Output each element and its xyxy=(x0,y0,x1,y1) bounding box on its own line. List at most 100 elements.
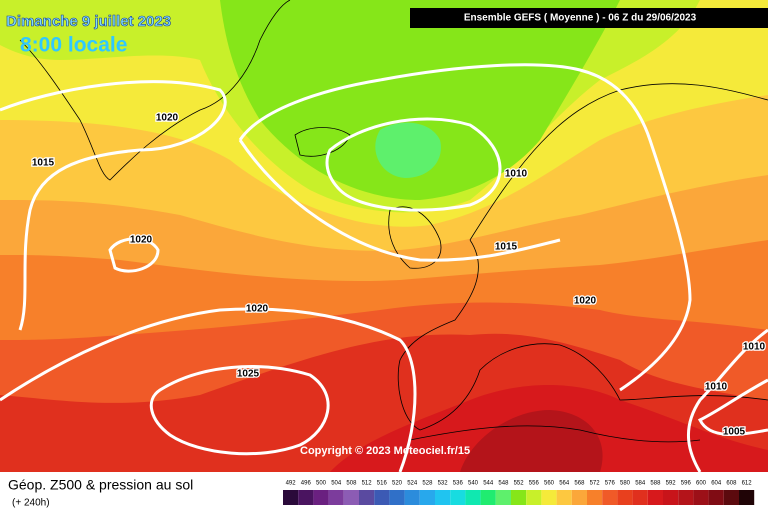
scale-swatch xyxy=(602,490,618,505)
scale-label: 520 xyxy=(392,481,403,487)
model-box xyxy=(410,8,768,28)
scale-swatch xyxy=(663,490,679,505)
scale-swatch xyxy=(465,490,481,505)
isobar-labels: 1020 1015 1020 1020 1025 1010 1015 1020 1010 1010… xyxy=(31,111,767,439)
color-scale: 492 496 500 504 508 512 516 520 524 528 532 536 540 5… xyxy=(283,481,755,505)
scale-label: 500 xyxy=(316,481,327,487)
scale-label: 576 xyxy=(605,481,616,487)
scale-swatch xyxy=(556,490,572,505)
scale-swatch xyxy=(298,490,314,505)
scale-swatch xyxy=(739,490,755,505)
scale-label: 592 xyxy=(666,481,677,487)
scale-swatch xyxy=(617,490,633,505)
coastline xyxy=(19,0,291,181)
scale-label: 564 xyxy=(559,481,570,487)
scale-swatch xyxy=(541,490,557,505)
isobar xyxy=(325,117,502,212)
scale-swatch xyxy=(693,490,709,505)
isobar xyxy=(697,378,768,436)
isobar-label: 1010 xyxy=(505,169,528,180)
scale-label: 580 xyxy=(620,481,631,487)
isobar-label: 1010 xyxy=(705,382,728,393)
scale-swatch xyxy=(313,490,329,505)
scale-label: 612 xyxy=(742,481,753,487)
scale-swatch xyxy=(343,490,359,505)
scale-label: 588 xyxy=(650,481,661,487)
scale-label: 608 xyxy=(726,481,737,487)
isobar-label: 1015 xyxy=(495,242,518,253)
scale-swatch xyxy=(419,490,435,505)
map-date: Dimanche 9 juillet 2023 xyxy=(6,13,171,30)
scale-swatch xyxy=(359,490,375,505)
scale-label: 552 xyxy=(514,481,525,487)
scale-label: 524 xyxy=(407,481,418,487)
isobar-label: 1020 xyxy=(130,235,153,246)
isobar xyxy=(238,63,692,392)
isobar xyxy=(149,365,330,456)
scale-label: 504 xyxy=(331,481,342,487)
z500-bands xyxy=(0,0,768,472)
isobar xyxy=(108,237,160,273)
scale-label: 560 xyxy=(544,481,555,487)
isobar-label: 1025 xyxy=(237,369,260,380)
scale-label: 548 xyxy=(498,481,509,487)
scale-swatch xyxy=(389,490,405,505)
scale-swatch xyxy=(587,490,603,505)
scale-label: 528 xyxy=(422,481,433,487)
band xyxy=(460,410,603,472)
scale-swatch xyxy=(723,490,739,505)
scale-label: 512 xyxy=(362,481,373,487)
scale-label: 584 xyxy=(635,481,646,487)
scale-swatch xyxy=(571,490,587,505)
footer-lead: (+ 240h) xyxy=(12,498,50,509)
scale-label: 508 xyxy=(346,481,357,487)
footer-title: Géop. Z500 & pression au sol xyxy=(8,477,193,493)
isobar-label: 1015 xyxy=(32,158,55,169)
isobar-label: 1020 xyxy=(156,113,179,124)
scale-label: 596 xyxy=(681,481,692,487)
scale-swatch xyxy=(647,490,663,505)
scale-swatch xyxy=(526,490,542,505)
coastline xyxy=(294,127,351,157)
scale-swatch xyxy=(328,490,344,505)
coastlines xyxy=(19,0,768,443)
isobar-label: 1020 xyxy=(574,296,597,307)
isobar-label: 1020 xyxy=(246,304,269,315)
scale-swatch xyxy=(404,490,420,505)
isobars xyxy=(0,63,768,473)
map-time: 8:00 locale xyxy=(20,34,127,57)
scale-label: 492 xyxy=(286,481,297,487)
scale-label: 600 xyxy=(696,481,707,487)
scale-swatch xyxy=(511,490,527,505)
scale-label: 556 xyxy=(529,481,540,487)
scale-swatch xyxy=(495,490,511,505)
isobar xyxy=(0,80,227,331)
isobar xyxy=(238,139,561,262)
coastline xyxy=(409,425,701,443)
isobar xyxy=(686,328,768,473)
band xyxy=(375,122,441,178)
scale-label: 544 xyxy=(483,481,494,487)
scale-swatch xyxy=(678,490,694,505)
scale-label: 496 xyxy=(301,481,312,487)
scale-swatch xyxy=(480,490,496,505)
scale-label: 568 xyxy=(574,481,585,487)
scale-swatch xyxy=(708,490,724,505)
scale-swatch xyxy=(632,490,648,505)
scale-label: 532 xyxy=(438,481,449,487)
scale-label: 604 xyxy=(711,481,722,487)
scale-swatch xyxy=(374,490,390,505)
scale-label: 516 xyxy=(377,481,388,487)
scale-swatch xyxy=(450,490,466,505)
scale-label: 536 xyxy=(453,481,464,487)
band xyxy=(220,0,620,200)
scale-swatch xyxy=(283,490,299,505)
isobar xyxy=(0,307,417,473)
scale-label: 572 xyxy=(590,481,601,487)
isobar-label: 1010 xyxy=(743,342,766,353)
isobar-label: 1005 xyxy=(723,427,746,438)
model-info: Ensemble GEFS ( Moyenne ) - 06 Z du 29/0… xyxy=(464,13,697,24)
scale-swatch xyxy=(435,490,451,505)
